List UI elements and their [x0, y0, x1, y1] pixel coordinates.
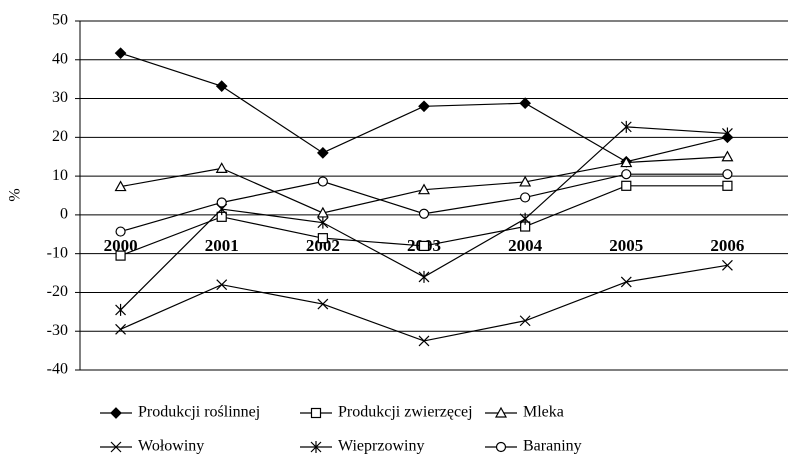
legend-label: Wołowiny — [138, 438, 204, 455]
marker-circle — [722, 169, 733, 180]
marker-circle — [621, 169, 632, 180]
legend-marker — [495, 441, 507, 453]
marker-asterisk — [620, 120, 632, 133]
y-tick-label: 0 — [60, 206, 68, 223]
y-tick-label: 30 — [52, 89, 68, 106]
y-tick-label: 40 — [52, 50, 68, 67]
y-tick-label: -10 — [47, 244, 68, 261]
marker-circle — [418, 208, 430, 219]
marker-x — [216, 279, 228, 291]
legend-label: Baraniny — [523, 438, 582, 455]
marker-asterisk — [418, 270, 430, 283]
x-tick-label: 2002 — [306, 236, 340, 255]
marker-asterisk — [519, 212, 531, 225]
legend-label: Produkcji zwierzęcej — [338, 404, 473, 421]
y-tick-label: -20 — [47, 283, 68, 300]
marker-circle — [317, 176, 328, 187]
x-tick-label: 2004 — [508, 236, 543, 255]
x-tick-label: 2006 — [710, 236, 744, 255]
legend-label: Mleka — [523, 404, 564, 421]
marker-asterisk — [317, 216, 329, 229]
marker-x — [519, 315, 531, 327]
marker-x — [317, 298, 329, 310]
marker-square — [722, 180, 733, 191]
marker-triangle — [620, 156, 633, 168]
y-tick-label: -40 — [47, 361, 68, 378]
marker-triangle — [721, 150, 734, 162]
marker-diamond — [114, 47, 127, 60]
y-tick-label: 50 — [52, 12, 68, 29]
legend-marker — [494, 406, 508, 418]
x-tick-label: 2005 — [609, 236, 643, 255]
marker-circle — [520, 192, 531, 203]
series-line — [120, 173, 728, 233]
marker-diamond — [519, 97, 531, 110]
legend-marker — [110, 407, 122, 419]
marker-square — [317, 233, 328, 244]
marker-x — [722, 259, 733, 271]
marker-circle — [216, 197, 227, 208]
marker-circle — [115, 226, 126, 237]
x-tick-label: 2001 — [205, 236, 239, 255]
marker-diamond — [317, 146, 329, 159]
marker-diamond — [215, 80, 228, 92]
marker-x — [115, 323, 126, 335]
marker-asterisk — [115, 303, 126, 316]
y-tick-label: -30 — [47, 322, 68, 339]
marker-square — [418, 240, 430, 252]
legend-marker — [110, 441, 122, 453]
legend-marker — [310, 441, 322, 453]
marker-square — [621, 180, 632, 191]
marker-triangle — [519, 175, 532, 187]
marker-triangle — [114, 180, 127, 192]
marker-triangle — [215, 162, 228, 173]
legend-label: Wieprzowiny — [338, 438, 424, 455]
marker-square — [115, 250, 126, 261]
y-tick-label: 10 — [52, 167, 68, 184]
x-tick-label: 2000 — [104, 236, 138, 255]
legend-marker — [310, 407, 322, 419]
legend-label: Produkcji roślinnej — [138, 404, 260, 421]
y-axis-label: % — [7, 188, 24, 201]
marker-x — [620, 276, 632, 288]
marker-diamond — [418, 100, 430, 113]
y-tick-label: 20 — [52, 128, 68, 145]
marker-asterisk — [722, 127, 733, 140]
marker-x — [418, 335, 430, 347]
marker-triangle — [417, 183, 431, 195]
